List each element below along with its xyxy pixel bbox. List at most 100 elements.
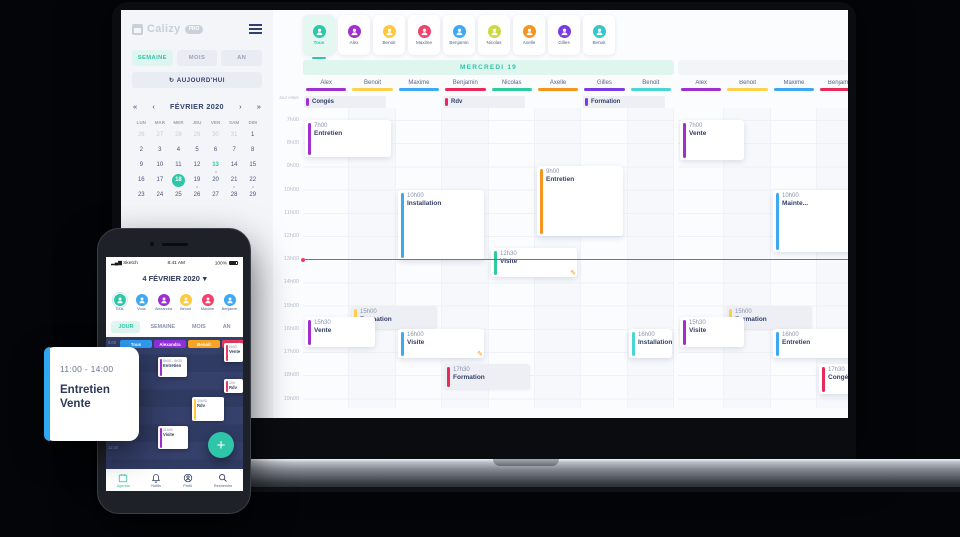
event-card[interactable]: 15h30 Visite — [680, 317, 744, 347]
date-cell[interactable]: 10 — [156, 162, 164, 168]
allday-event[interactable]: Rdv — [443, 96, 525, 108]
date-cell[interactable]: 14 — [230, 162, 238, 168]
event-card[interactable]: 12h30 Visite ✎ — [491, 248, 577, 277]
today-button[interactable]: ↻ AUJOURD'HUI — [132, 72, 262, 88]
last-month-arrow[interactable]: » — [256, 102, 261, 111]
date-cell[interactable]: 2 — [139, 147, 143, 153]
event-card[interactable]: 9h00 Entretien — [537, 166, 623, 236]
event-card[interactable]: 17h30 Formation — [444, 364, 530, 389]
date-cell[interactable]: 3 — [158, 147, 162, 153]
column-header[interactable]: Alex — [303, 80, 349, 94]
view-tab[interactable]: AN — [222, 324, 231, 330]
column-header[interactable]: Benoit — [724, 80, 770, 94]
date-cell[interactable]: 11 — [175, 162, 182, 168]
date-cell[interactable]: 12 — [193, 162, 201, 168]
date-cell[interactable]: 26 — [193, 192, 201, 198]
person-filter-chip[interactable]: Alexandra — [153, 287, 174, 317]
date-cell[interactable]: 16 — [137, 177, 145, 183]
event-card[interactable]: 7h00 Entretien — [305, 120, 391, 157]
date-cell[interactable]: 20 — [212, 177, 219, 183]
date-cell[interactable]: 25 — [175, 192, 182, 198]
mobile-event-card[interactable]: 10h00 Rdv — [192, 397, 224, 421]
first-month-arrow[interactable]: « — [133, 102, 138, 111]
date-cell[interactable]: 9 — [139, 162, 143, 168]
person-chip[interactable]: Benoit — [188, 340, 220, 348]
date-cell[interactable]: 8 — [251, 147, 255, 153]
date-cell[interactable]: 27 — [156, 132, 164, 138]
view-tab[interactable]: SEMAINE — [150, 324, 175, 330]
date-cell[interactable]: 26 — [137, 132, 145, 138]
column-header[interactable]: Alex — [678, 80, 724, 94]
person-filter-chip[interactable]: Benjamin — [443, 15, 475, 55]
overlay-event-card[interactable]: 11:00 - 14:00 Entretien Vente — [44, 347, 139, 441]
date-cell[interactable]: 29 — [193, 132, 201, 138]
date-cell[interactable]: 18 — [171, 174, 185, 187]
event-card[interactable]: 7h00 Vente — [680, 120, 744, 160]
mobile-date-header[interactable]: 4 FÉVRIER 2020 ▾ — [106, 270, 243, 287]
person-filter-chip[interactable]: Benoit — [373, 15, 405, 55]
mobile-event-card[interactable]: 8h00 - 9h30 Entretien — [158, 357, 187, 377]
date-cell[interactable]: 5 — [195, 147, 199, 153]
column-header[interactable]: Benoit — [349, 80, 395, 94]
date-cell[interactable]: 27 — [212, 192, 219, 198]
column-header[interactable]: Nicolas — [489, 80, 535, 94]
date-cell[interactable]: 21 — [225, 174, 244, 188]
event-card[interactable]: 15h30 Vente — [305, 317, 375, 347]
column-header[interactable]: Maxime — [771, 80, 817, 94]
person-filter-chip[interactable]: Benoit — [583, 15, 615, 55]
date-cell[interactable]: 30 — [212, 132, 219, 138]
grid-column[interactable] — [771, 108, 818, 408]
mobile-event-card[interactable]: 9h00 Vente — [224, 343, 243, 362]
date-cell[interactable]: 15 — [249, 162, 257, 168]
date-cell[interactable]: 17 — [156, 177, 164, 183]
date-cell[interactable]: 28 — [230, 192, 238, 198]
date-cell[interactable]: 7 — [232, 147, 236, 153]
column-header[interactable]: Maxime — [396, 80, 442, 94]
person-filter-chip[interactable]: Benoit — [175, 287, 196, 317]
hamburger-menu-icon[interactable] — [249, 24, 262, 26]
date-cell[interactable]: 22 — [243, 174, 262, 188]
next-month-arrow[interactable]: › — [239, 102, 242, 111]
date-cell[interactable]: 28 — [175, 132, 182, 138]
date-cell[interactable]: 1 — [251, 132, 255, 138]
person-filter-chip[interactable]: Alex — [338, 15, 370, 55]
mobile-event-card[interactable]: 11h00 Visite — [158, 426, 188, 449]
person-filter-chip[interactable]: Vous — [131, 287, 152, 317]
date-cell[interactable]: 6 — [213, 147, 218, 153]
mobile-event-card[interactable]: 10h Rdv — [224, 379, 243, 393]
person-chip[interactable]: Tous — [120, 340, 152, 348]
view-button[interactable]: SEMAINE — [132, 50, 173, 66]
person-filter-chip[interactable]: Benjamin — [219, 287, 240, 317]
event-card[interactable]: 17h30 Congés — [819, 364, 848, 394]
column-header[interactable]: Benoit — [628, 80, 674, 94]
date-cell[interactable]: 29 — [249, 192, 257, 198]
column-header[interactable]: Gilles — [581, 80, 627, 94]
view-tab[interactable]: JOUR — [111, 321, 141, 333]
column-header[interactable]: Benjamin — [442, 80, 488, 94]
person-filter-chip[interactable]: Axelle — [513, 15, 545, 55]
column-header[interactable]: Benjamin — [817, 80, 848, 94]
person-filter-chip[interactable]: Tous — [109, 287, 130, 317]
person-filter-chip[interactable]: Tous — [303, 15, 335, 59]
allday-event[interactable]: Formation — [583, 96, 665, 108]
date-cell[interactable]: 31 — [230, 132, 238, 138]
person-filter-chip[interactable]: Nicolas — [478, 15, 510, 55]
prev-month-arrow[interactable]: ‹ — [152, 102, 155, 111]
nav-item-agenda[interactable]: Agenda — [117, 473, 130, 488]
date-cell[interactable]: 13 — [206, 159, 225, 173]
event-card[interactable]: 10h00 Installation — [398, 190, 484, 260]
nav-item-notifs[interactable]: Notifs — [151, 473, 161, 488]
person-filter-chip[interactable]: Gilles — [548, 15, 580, 55]
grid-column[interactable] — [817, 108, 848, 408]
date-cell[interactable]: 19 — [188, 174, 207, 188]
person-chip[interactable]: Alexandra — [154, 340, 186, 348]
nav-item-recherche[interactable]: Recherche — [214, 473, 232, 488]
view-tab[interactable]: MOIS — [191, 324, 206, 330]
event-card[interactable]: 16h00 Installation — [629, 329, 672, 358]
event-card[interactable]: 16h00 Entretien ✎ — [773, 329, 848, 358]
column-header[interactable]: Axelle — [535, 80, 581, 94]
grid-column[interactable] — [627, 108, 674, 408]
view-button[interactable]: MOIS — [176, 50, 218, 66]
add-event-fab[interactable]: + — [208, 432, 234, 458]
date-cell[interactable]: 4 — [176, 147, 181, 153]
